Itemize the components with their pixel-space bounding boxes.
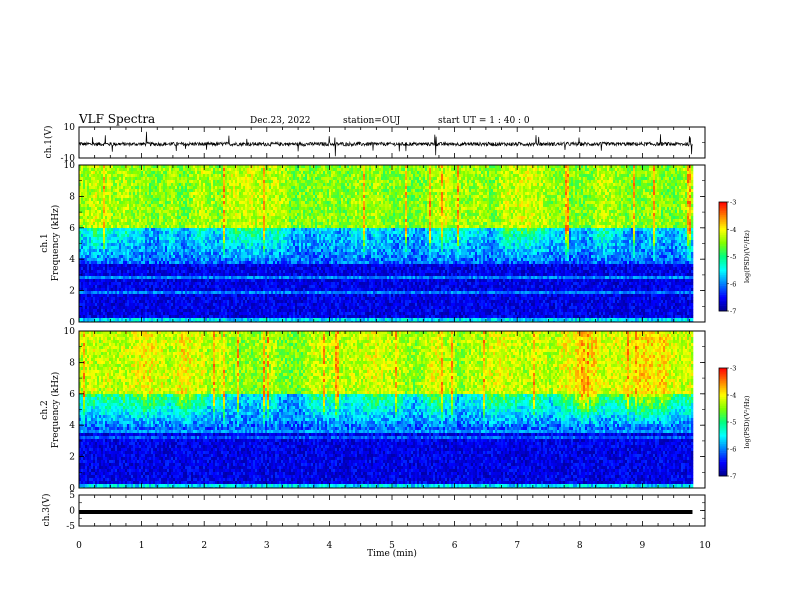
x-tick-labels: 0 1 2 3 4 5 6 7 8 9 10 [76, 541, 711, 551]
x-tick-label: 10 [699, 541, 711, 551]
x-tick-label: 9 [640, 541, 646, 551]
ch1-spectrogram-ytick-label: 6 [69, 224, 75, 234]
x-tick-label: 3 [264, 541, 270, 551]
colorbar-label: log(PSD)(V²/Hz) [743, 230, 751, 283]
ch2-colorbar: -7 -6 -5 -4 -3 log(PSD)(V²/Hz) [719, 365, 751, 481]
x-tick-label: 0 [76, 541, 82, 551]
start-time-label: start UT = 1 : 40 : 0 [438, 116, 530, 126]
colorbar-tick-label: -3 [730, 365, 736, 373]
ch3-waveform-ytick-label: 5 [69, 491, 75, 501]
ch2-spectrogram-ytick-label: 4 [69, 421, 75, 431]
ch1-colorbar: -7 -6 -5 -4 -3 log(PSD)(V²/Hz) [719, 199, 751, 316]
ch1-spectrogram-ytick-label: 8 [69, 192, 75, 202]
ch2-spectrogram-ytick-label: 2 [69, 453, 75, 463]
x-tick-label: 4 [327, 541, 333, 551]
ch1-spectrogram-ytick-label: 10 [64, 161, 76, 171]
colorbar-tick-label: -4 [730, 226, 736, 234]
colorbar-tick-label: -6 [730, 280, 736, 288]
ch1-spectrogram-ytick-label: 2 [69, 287, 75, 297]
ch1-waveform-line [79, 132, 693, 156]
ch3-waveform-panel: 5 0 -5 [66, 491, 705, 532]
ch3-waveform-ytick-label: 0 [69, 507, 75, 517]
figure-title: VLF Spectra [78, 112, 155, 126]
date-label: Dec.23, 2022 [250, 116, 311, 126]
colorbar-tick-label: -7 [730, 308, 736, 316]
x-tick-label: 2 [201, 541, 207, 551]
ch2-spectrogram-ytick-label: 10 [64, 327, 76, 337]
ch1-spectrogram-heatmap-cells [79, 165, 693, 322]
ch1-waveform-panel: 10-10 [61, 123, 706, 164]
colorbar-tick-label: -4 [730, 392, 736, 400]
ch2-spectrogram-ytick-label: 8 [69, 358, 75, 368]
ch2-spectrogram-ylabel: Frequency (kHz) [50, 372, 61, 449]
colorbar-tick-label: -3 [730, 199, 736, 207]
colorbar-label: log(PSD)(V²/Hz) [743, 395, 751, 448]
station-label: station=OUJ [343, 116, 401, 126]
ch1-ylabel: ch.1(V) [43, 126, 54, 159]
x-tick-label: 6 [452, 541, 458, 551]
x-tick-label: 1 [139, 541, 145, 551]
ch2-spectrogram-ytick-label: 6 [69, 390, 75, 400]
ch1-spectrogram-ylabel: Frequency (kHz) [50, 205, 61, 282]
x-tick-label: 5 [389, 541, 395, 551]
ch1-waveform-ytick-label: 10 [64, 123, 76, 133]
x-tick-label: 7 [514, 541, 520, 551]
colorbar-tick-label: -6 [730, 446, 736, 454]
ch2-spectrogram-ylabel-top: ch.2 [40, 400, 50, 419]
colorbar-tick-label: -5 [730, 419, 736, 427]
colorbar-tick-label: -5 [730, 253, 736, 261]
ch3-waveform-ytick-label: -5 [66, 522, 75, 532]
ch3-ylabel: ch.3(V) [41, 494, 52, 527]
ch1-spectrogram-ytick-label: 4 [69, 255, 75, 265]
ch1-spectrogram-ylabel-top: ch.1 [40, 233, 50, 252]
colorbar-tick-label: -7 [730, 473, 736, 481]
ch2-spectrogram-heatmap-cells [79, 331, 693, 488]
x-tick-label: 8 [577, 541, 583, 551]
